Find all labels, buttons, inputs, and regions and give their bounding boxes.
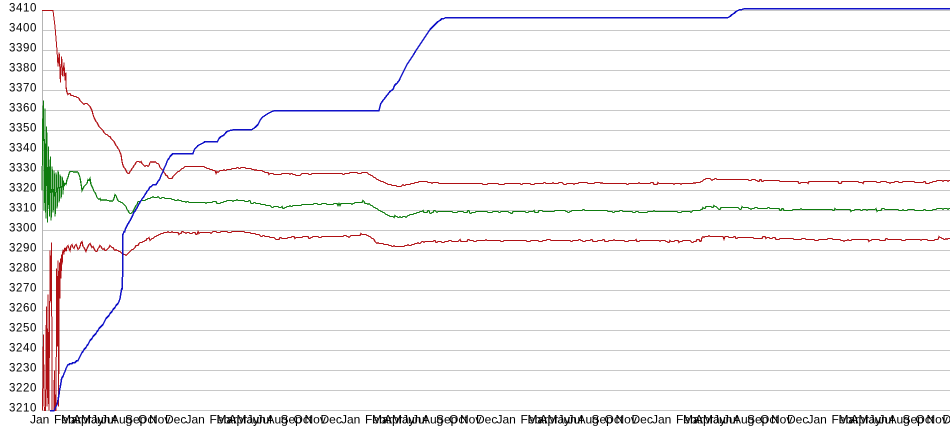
svg-text:Oct: Oct [294,413,313,427]
svg-text:Sep: Sep [747,413,769,427]
svg-text:Jun: Jun [558,413,577,427]
svg-text:Dec: Dec [787,413,808,427]
svg-text:3220: 3220 [9,383,37,395]
svg-text:Oct: Oct [760,413,779,427]
svg-text:3260: 3260 [9,303,37,315]
svg-text:Jan: Jan [497,413,516,427]
svg-text:Apr: Apr [695,413,714,427]
svg-text:Dec: Dec [632,413,653,427]
svg-text:May: May [81,413,104,427]
svg-text:Jan: Jan [341,413,360,427]
svg-text:Sep: Sep [592,413,614,427]
svg-text:3340: 3340 [9,143,37,155]
svg-text:May: May [548,413,571,427]
svg-text:Jul: Jul [568,413,583,427]
svg-text:3400: 3400 [9,23,37,35]
svg-text:Apr: Apr [384,413,403,427]
svg-text:Feb: Feb [521,413,542,427]
svg-text:Mar: Mar [839,413,860,427]
svg-text:Jul: Jul [101,413,116,427]
svg-text:Jul: Jul [412,413,427,427]
svg-text:3380: 3380 [9,63,37,75]
svg-text:Jun: Jun [713,413,732,427]
svg-text:3350: 3350 [9,123,37,135]
svg-text:Dec: Dec [321,413,342,427]
svg-text:3210: 3210 [9,403,37,415]
svg-text:3330: 3330 [9,163,37,175]
svg-text:May: May [859,413,882,427]
svg-text:3370: 3370 [9,83,37,95]
svg-text:Apr: Apr [73,413,92,427]
svg-text:May: May [703,413,726,427]
svg-text:Mar: Mar [61,413,82,427]
svg-text:Jan: Jan [30,413,49,427]
svg-text:3300: 3300 [9,223,37,235]
svg-text:Sep: Sep [125,413,147,427]
svg-text:Jun: Jun [91,413,110,427]
svg-text:Mar: Mar [683,413,704,427]
svg-text:Jan: Jan [652,413,671,427]
svg-text:Mar: Mar [528,413,549,427]
svg-text:Jun: Jun [247,413,266,427]
svg-text:Mar: Mar [217,413,238,427]
svg-text:Aug: Aug [578,413,599,427]
svg-text:Feb: Feb [365,413,386,427]
svg-text:Apr: Apr [540,413,559,427]
svg-text:Nov: Nov [305,413,326,427]
svg-text:Jan: Jan [186,413,205,427]
svg-text:Jun: Jun [402,413,421,427]
svg-text:May: May [392,413,415,427]
svg-text:3250: 3250 [9,323,37,335]
svg-text:Nov: Nov [149,413,170,427]
svg-text:Mar: Mar [372,413,393,427]
svg-text:3410: 3410 [9,3,37,15]
svg-text:Nov: Nov [616,413,637,427]
svg-text:Sep: Sep [903,413,925,427]
svg-text:Oct: Oct [605,413,624,427]
svg-text:Aug: Aug [889,413,910,427]
svg-text:Nov: Nov [927,413,948,427]
svg-text:Aug: Aug [422,413,443,427]
svg-text:Feb: Feb [210,413,231,427]
svg-text:3280: 3280 [9,263,37,275]
svg-text:Aug: Aug [111,413,132,427]
svg-text:Apr: Apr [851,413,870,427]
svg-text:3290: 3290 [9,243,37,255]
svg-text:3310: 3310 [9,203,37,215]
svg-text:3390: 3390 [9,43,37,55]
svg-text:Aug: Aug [733,413,754,427]
svg-text:Apr: Apr [229,413,248,427]
svg-text:Jun: Jun [869,413,888,427]
svg-text:3320: 3320 [9,183,37,195]
svg-text:3360: 3360 [9,103,37,115]
svg-text:Jul: Jul [879,413,894,427]
svg-text:May: May [237,413,260,427]
svg-text:3230: 3230 [9,363,37,375]
svg-text:Feb: Feb [54,413,75,427]
svg-text:Oct: Oct [138,413,157,427]
svg-text:Aug: Aug [267,413,288,427]
svg-text:Dec: Dec [476,413,497,427]
svg-text:Jul: Jul [723,413,738,427]
svg-text:Feb: Feb [676,413,697,427]
svg-text:Dec: Dec [943,413,950,427]
svg-text:Nov: Nov [460,413,481,427]
svg-text:Sep: Sep [281,413,303,427]
svg-text:Jan: Jan [808,413,827,427]
svg-text:Oct: Oct [449,413,468,427]
svg-text:Sep: Sep [436,413,458,427]
svg-text:3240: 3240 [9,343,37,355]
svg-text:Nov: Nov [771,413,792,427]
svg-text:Oct: Oct [916,413,935,427]
svg-text:3270: 3270 [9,283,37,295]
svg-text:Jul: Jul [257,413,272,427]
svg-text:Feb: Feb [832,413,853,427]
svg-text:Dec: Dec [165,413,186,427]
